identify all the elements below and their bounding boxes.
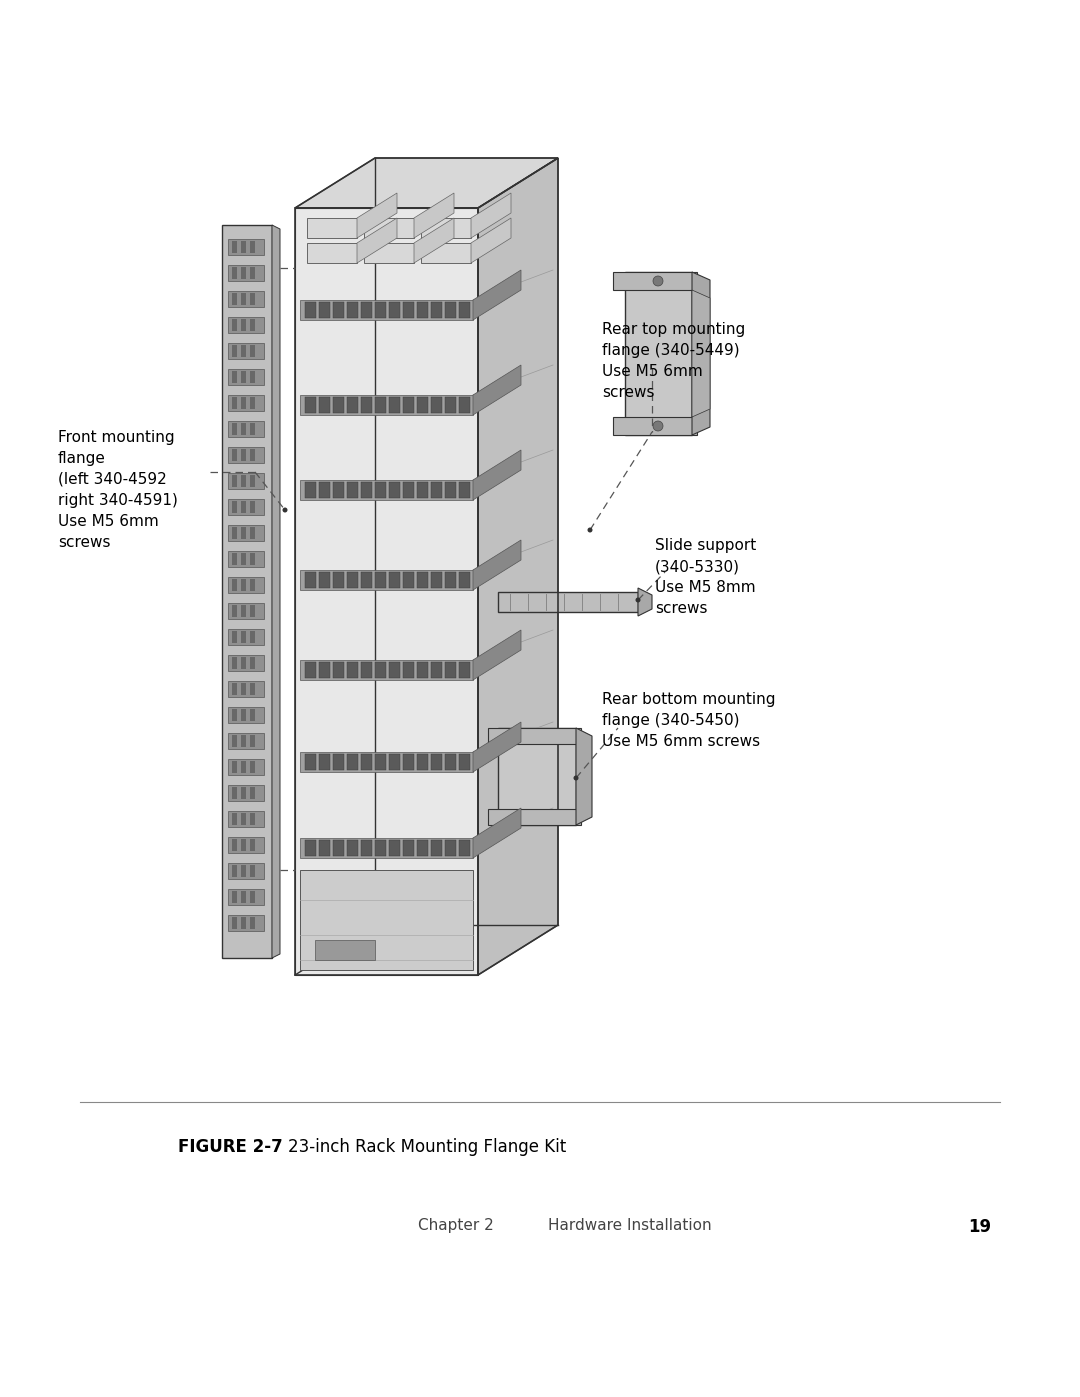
Polygon shape [364, 243, 414, 263]
Polygon shape [375, 571, 386, 588]
Polygon shape [241, 761, 246, 773]
Polygon shape [403, 662, 414, 678]
Text: Slide support
(340-5330)
Use M5 8mm
screws: Slide support (340-5330) Use M5 8mm scre… [654, 538, 756, 616]
Bar [228, 291, 264, 307]
Bar [228, 655, 264, 671]
Polygon shape [241, 242, 246, 253]
Polygon shape [241, 865, 246, 877]
Polygon shape [361, 397, 372, 414]
Polygon shape [403, 302, 414, 319]
Polygon shape [241, 631, 246, 643]
Polygon shape [232, 502, 237, 513]
Polygon shape [249, 578, 255, 591]
Polygon shape [375, 302, 386, 319]
Polygon shape [431, 754, 442, 770]
Bar [228, 239, 264, 256]
Polygon shape [347, 754, 357, 770]
Polygon shape [232, 761, 237, 773]
Polygon shape [459, 840, 470, 856]
Polygon shape [347, 302, 357, 319]
Polygon shape [300, 481, 473, 500]
Polygon shape [295, 158, 558, 208]
Polygon shape [389, 397, 400, 414]
Polygon shape [241, 840, 246, 851]
Polygon shape [445, 482, 456, 497]
Polygon shape [498, 592, 638, 612]
Polygon shape [389, 482, 400, 497]
Circle shape [653, 420, 663, 432]
Bar [228, 785, 264, 800]
Polygon shape [473, 807, 521, 858]
Polygon shape [305, 571, 316, 588]
Polygon shape [241, 553, 246, 564]
Polygon shape [232, 319, 237, 331]
Text: FIGURE 2-7: FIGURE 2-7 [178, 1139, 283, 1155]
Text: Rear bottom mounting
flange (340-5450)
Use M5 6mm screws: Rear bottom mounting flange (340-5450) U… [602, 692, 775, 749]
Polygon shape [319, 662, 330, 678]
Polygon shape [361, 662, 372, 678]
Bar [228, 759, 264, 775]
Polygon shape [232, 345, 237, 358]
Bar [228, 604, 264, 619]
Polygon shape [403, 571, 414, 588]
Polygon shape [347, 571, 357, 588]
Polygon shape [241, 502, 246, 513]
Polygon shape [272, 225, 280, 958]
Polygon shape [459, 662, 470, 678]
Polygon shape [241, 813, 246, 826]
Bar [228, 837, 264, 854]
Polygon shape [300, 659, 473, 680]
Polygon shape [307, 243, 357, 263]
Polygon shape [625, 272, 692, 434]
Polygon shape [249, 840, 255, 851]
Polygon shape [473, 365, 521, 415]
Polygon shape [333, 482, 345, 497]
Polygon shape [241, 267, 246, 279]
Polygon shape [241, 605, 246, 617]
Polygon shape [431, 662, 442, 678]
Polygon shape [241, 475, 246, 488]
Bar [228, 680, 264, 697]
Polygon shape [319, 302, 330, 319]
Polygon shape [417, 482, 428, 497]
Bar [228, 265, 264, 281]
Polygon shape [357, 193, 397, 237]
Bar [228, 550, 264, 567]
Polygon shape [249, 735, 255, 747]
Polygon shape [445, 571, 456, 588]
Polygon shape [249, 475, 255, 488]
Polygon shape [232, 372, 237, 383]
Polygon shape [300, 300, 473, 320]
Polygon shape [305, 397, 316, 414]
Polygon shape [576, 728, 592, 826]
Polygon shape [389, 840, 400, 856]
Polygon shape [319, 397, 330, 414]
Bar [228, 629, 264, 645]
Polygon shape [375, 482, 386, 497]
Polygon shape [249, 293, 255, 305]
Polygon shape [249, 345, 255, 358]
Polygon shape [364, 218, 414, 237]
Polygon shape [249, 267, 255, 279]
Polygon shape [375, 754, 386, 770]
Polygon shape [445, 397, 456, 414]
Polygon shape [249, 813, 255, 826]
Polygon shape [241, 683, 246, 694]
Polygon shape [319, 840, 330, 856]
Polygon shape [300, 570, 473, 590]
Polygon shape [361, 840, 372, 856]
Polygon shape [232, 267, 237, 279]
Polygon shape [305, 754, 316, 770]
Polygon shape [305, 482, 316, 497]
Polygon shape [232, 916, 237, 929]
Polygon shape [241, 916, 246, 929]
Polygon shape [445, 662, 456, 678]
Polygon shape [249, 448, 255, 461]
Polygon shape [241, 657, 246, 669]
Polygon shape [249, 865, 255, 877]
Polygon shape [249, 527, 255, 539]
Polygon shape [249, 710, 255, 721]
Bar [228, 525, 264, 541]
Polygon shape [417, 754, 428, 770]
Polygon shape [241, 527, 246, 539]
